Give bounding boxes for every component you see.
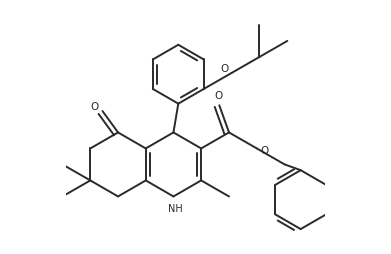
- Text: O: O: [214, 91, 222, 101]
- Text: O: O: [260, 146, 269, 156]
- Text: NH: NH: [168, 204, 183, 214]
- Text: O: O: [91, 102, 99, 112]
- Text: O: O: [221, 64, 229, 74]
